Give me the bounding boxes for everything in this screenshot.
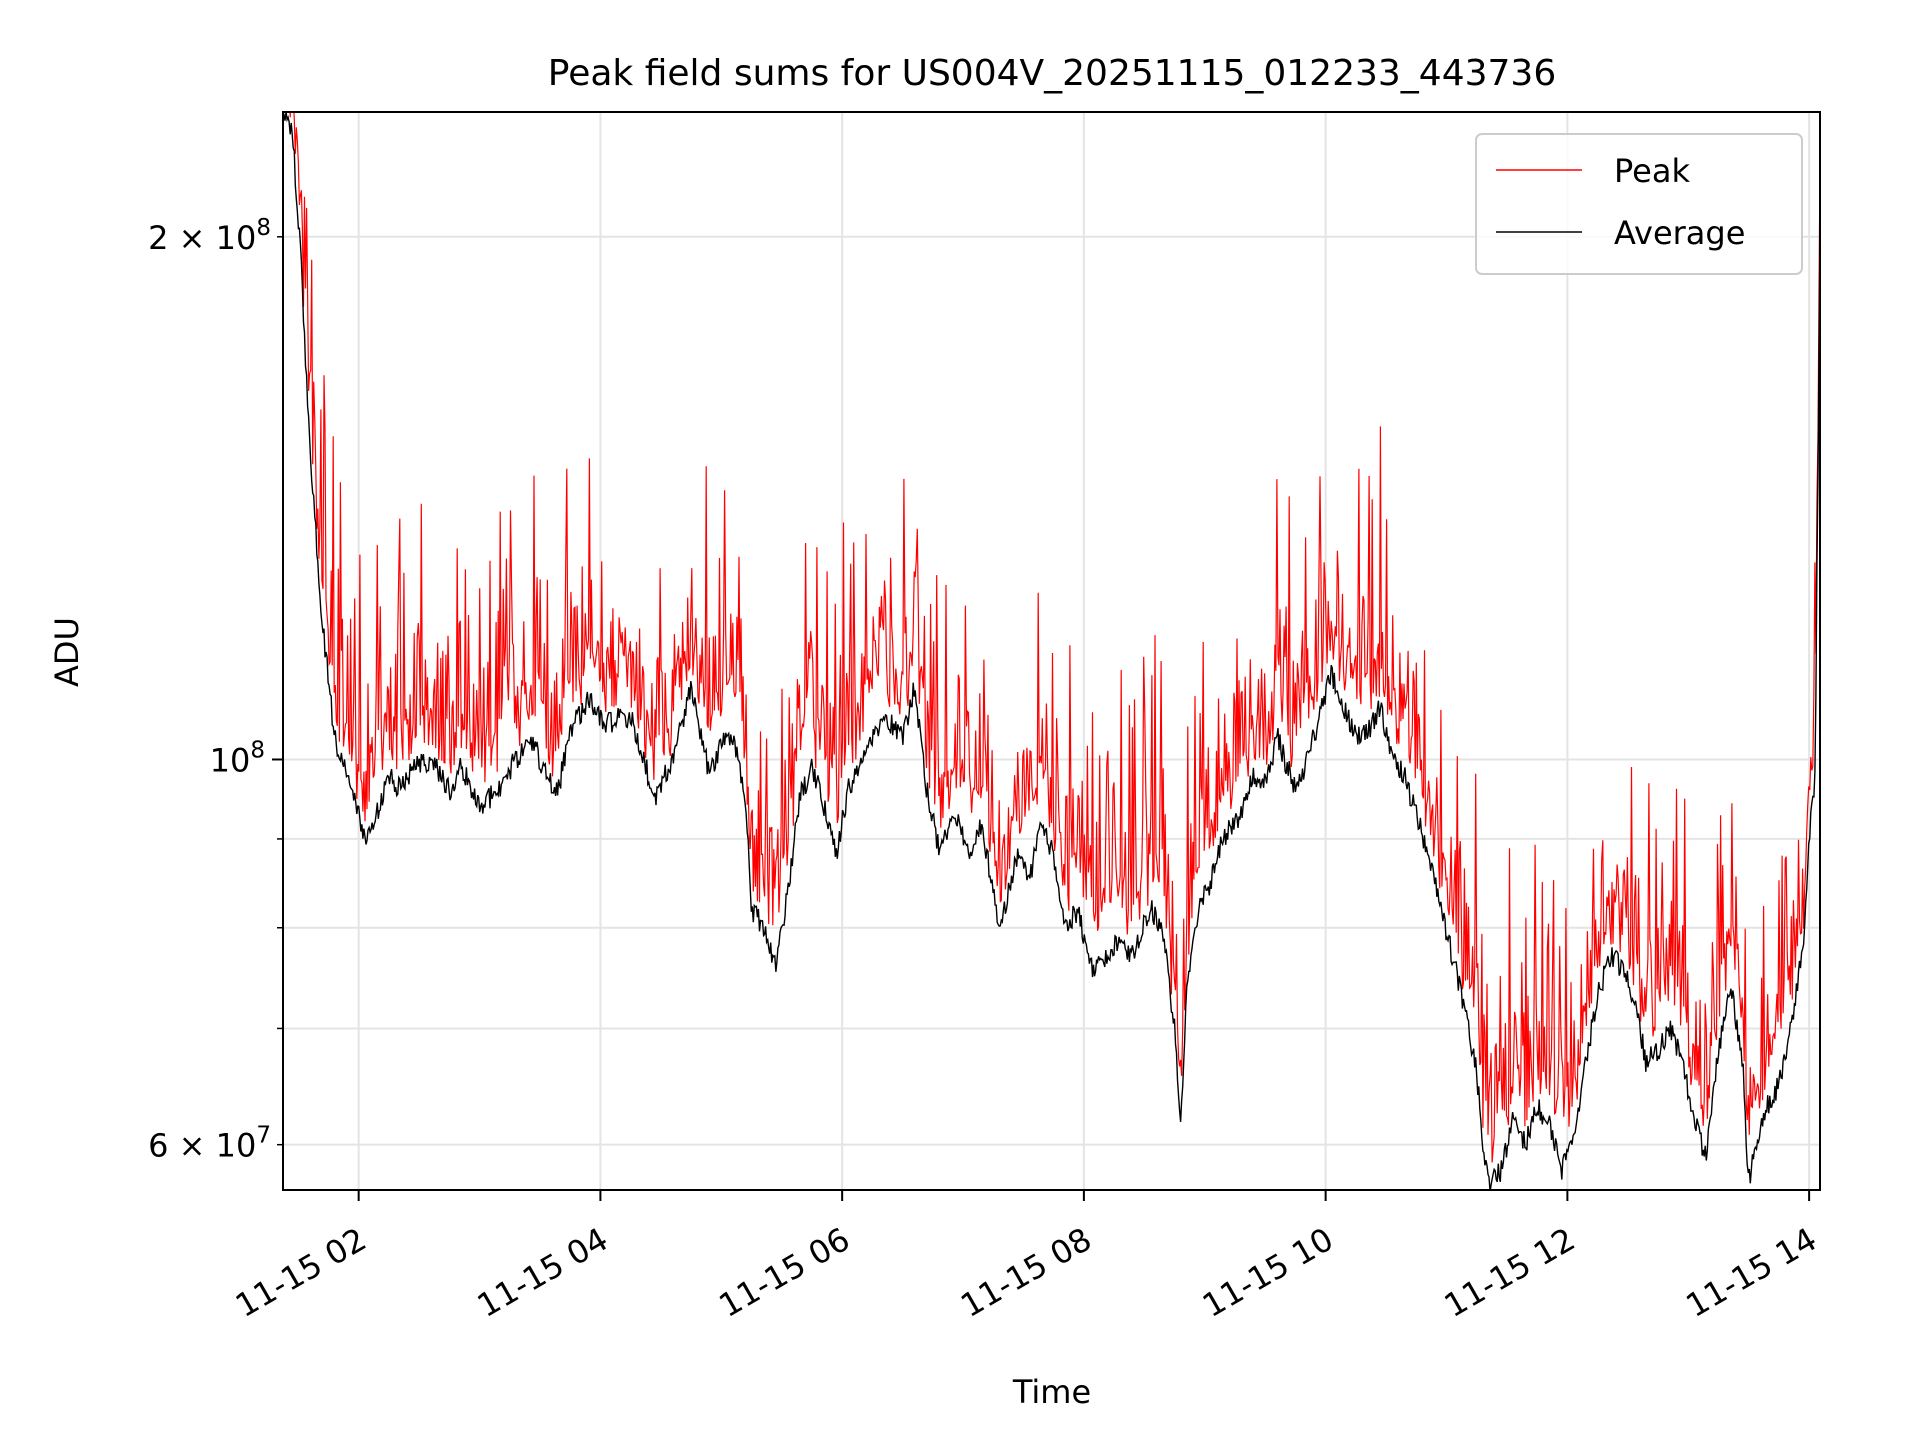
- y-axis-label: ADU: [48, 617, 86, 687]
- legend-box: [1475, 133, 1803, 275]
- y-tick-label: 6 × 107: [148, 1123, 271, 1165]
- legend-label-peak: Peak: [1614, 152, 1690, 190]
- plot-frame: [282, 111, 1821, 1191]
- series-layer: [283, 112, 1820, 1190]
- x-axis-label: Time: [1012, 1373, 1091, 1411]
- y-tick-label: 108: [210, 737, 265, 779]
- chart-title: Peak field sums for US004V_20251115_0122…: [548, 53, 1556, 94]
- legend: Peak Average: [1475, 133, 1803, 275]
- y-axis: 108 6 × 107 2 × 108: [148, 215, 283, 1165]
- series-line-average: [283, 112, 1820, 1190]
- series-line-peak: [289, 112, 1820, 1163]
- y-tick-label: 2 × 108: [148, 215, 271, 257]
- legend-label-average: Average: [1614, 214, 1745, 252]
